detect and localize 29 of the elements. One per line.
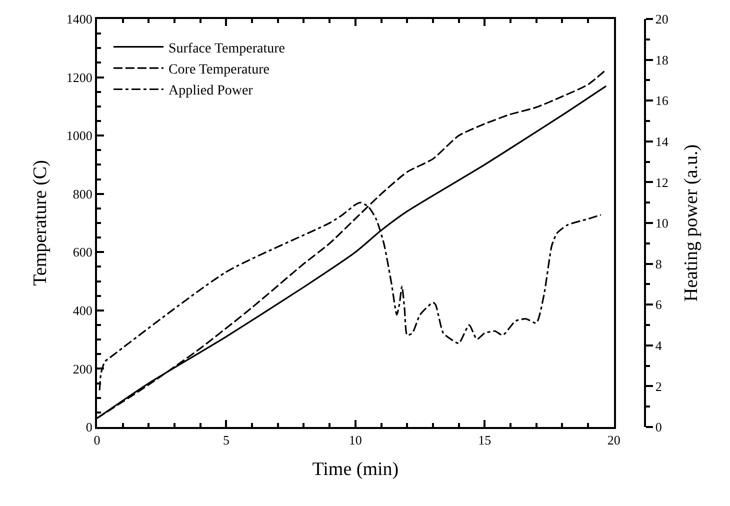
y2-tick-label: 4 (655, 338, 662, 353)
x-axis-title: Time (min) (312, 458, 399, 480)
y2-tick-label: 10 (655, 216, 668, 231)
y2-tick-label: 0 (655, 420, 662, 435)
x-tick-label: 20 (607, 432, 620, 448)
y-tick-label: 800 (72, 186, 92, 202)
y-tick-label: 1400 (66, 12, 92, 27)
y-tick-label: 600 (72, 244, 92, 260)
y-tick-label: 1200 (66, 70, 92, 85)
legend-label: Core Temperature (168, 62, 270, 78)
y2-tick-label: 2 (655, 378, 662, 394)
y2-tick-label: 12 (655, 174, 668, 190)
y2-tick-label: 20 (655, 12, 668, 27)
y-tick-label: 200 (72, 361, 92, 376)
y2-tick-label: 8 (655, 256, 662, 272)
legend-label: Surface Temperature (168, 41, 286, 56)
x-tick-label: 10 (348, 432, 362, 448)
x-tick-label: 5 (222, 432, 230, 448)
y-tick-label: 400 (72, 302, 92, 318)
legend-label: Applied Power (168, 84, 254, 99)
y2-axis-title: Heating power (a.u.) (681, 144, 702, 302)
y2-tick-label: 14 (655, 134, 669, 149)
y2-tick-label: 18 (655, 52, 668, 68)
y2-tick-label: 6 (655, 297, 662, 312)
y-tick-label: 0 (86, 420, 92, 435)
y-tick-label: 1000 (66, 128, 92, 144)
x-tick-label: 15 (478, 432, 492, 448)
y2-tick-label: 16 (655, 93, 669, 108)
y-axis-title: Temperature (C) (30, 160, 51, 286)
